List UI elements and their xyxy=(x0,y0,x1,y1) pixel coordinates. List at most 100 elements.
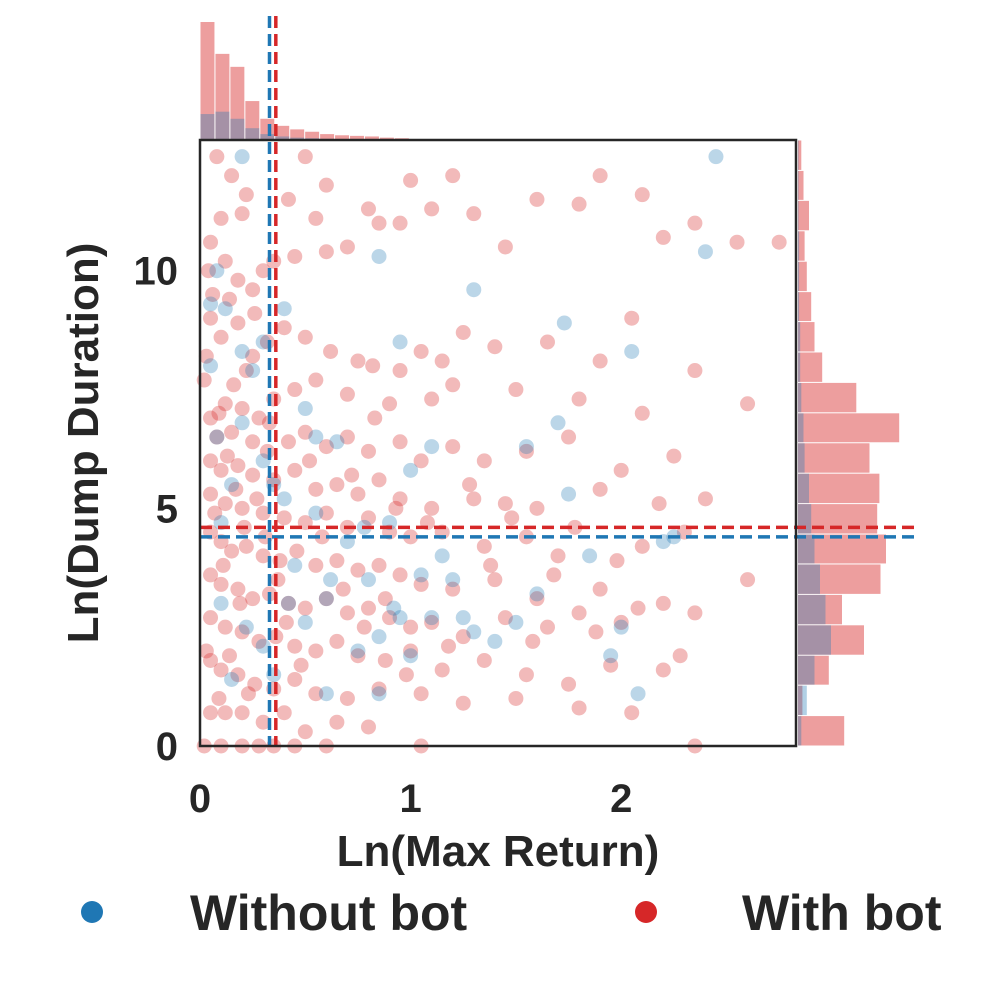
point-with-bot xyxy=(308,482,323,497)
marginal-y-bar-with-bot xyxy=(798,201,809,230)
point-with-bot xyxy=(249,491,264,506)
point-without-bot xyxy=(209,263,224,278)
point-with-bot xyxy=(235,206,250,221)
point-with-bot xyxy=(508,691,523,706)
point-with-bot xyxy=(279,615,294,630)
legend: Without bot With bot xyxy=(81,885,942,941)
point-with-bot xyxy=(546,567,561,582)
point-with-bot xyxy=(445,168,460,183)
marginal-x-bar-without-bot xyxy=(201,114,215,140)
point-with-bot xyxy=(572,605,587,620)
point-with-bot xyxy=(336,582,351,597)
point-with-bot xyxy=(519,667,534,682)
point-with-bot xyxy=(235,501,250,516)
marginal-y-bar-without-bot xyxy=(798,141,799,170)
point-without-bot xyxy=(708,149,723,164)
marginal-y-bar-with-bot xyxy=(798,171,804,200)
point-with-bot xyxy=(687,363,702,378)
point-with-bot xyxy=(302,453,317,468)
point-with-bot xyxy=(414,344,429,359)
point-with-bot xyxy=(456,325,471,340)
point-with-bot xyxy=(652,496,667,511)
point-with-bot xyxy=(230,273,245,288)
point-with-bot xyxy=(435,354,450,369)
point-without-bot xyxy=(393,335,408,350)
point-with-bot xyxy=(477,539,492,554)
point-with-bot xyxy=(635,406,650,421)
marginal-y-bar-without-bot xyxy=(798,686,807,715)
point-without-bot xyxy=(308,506,323,521)
point-with-bot xyxy=(216,558,231,573)
point-without-bot xyxy=(235,415,250,430)
point-with-bot xyxy=(456,696,471,711)
point-with-bot xyxy=(308,373,323,388)
point-with-bot xyxy=(214,330,229,345)
point-with-bot xyxy=(203,610,218,625)
point-with-bot xyxy=(435,662,450,677)
point-with-bot xyxy=(218,620,233,635)
point-without-bot xyxy=(561,487,576,502)
point-with-bot xyxy=(329,477,344,492)
point-with-bot xyxy=(508,382,523,397)
point-without-bot xyxy=(235,149,250,164)
point-with-bot xyxy=(635,187,650,202)
point-with-bot xyxy=(235,401,250,416)
point-without-bot xyxy=(224,477,239,492)
point-with-bot xyxy=(445,439,460,454)
point-with-bot xyxy=(298,601,313,616)
point-with-bot xyxy=(393,363,408,378)
point-with-bot xyxy=(487,339,502,354)
point-with-bot xyxy=(361,201,376,216)
marginal-x-bar-without-bot xyxy=(215,112,229,140)
point-with-bot xyxy=(298,149,313,164)
point-with-bot xyxy=(424,392,439,407)
marginal-y-bar-without-bot xyxy=(798,383,801,412)
point-with-bot xyxy=(308,558,323,573)
y-tick-label: 10 xyxy=(134,250,179,294)
point-with-bot xyxy=(462,477,477,492)
point-without-bot xyxy=(557,315,572,330)
point-with-bot xyxy=(477,453,492,468)
point-with-bot xyxy=(740,396,755,411)
point-with-bot xyxy=(656,662,671,677)
point-with-bot xyxy=(378,653,393,668)
marginal-y-bar-with-bot xyxy=(798,443,870,472)
point-with-bot xyxy=(382,396,397,411)
point-with-bot xyxy=(414,686,429,701)
point-with-bot xyxy=(245,282,260,297)
marginal-y-bar-with-bot xyxy=(798,322,815,351)
point-with-bot xyxy=(740,572,755,587)
marginal-x-bar-without-bot xyxy=(245,128,259,140)
point-with-bot xyxy=(487,572,502,587)
point-with-bot xyxy=(230,315,245,330)
point-without-bot xyxy=(386,601,401,616)
marginal-y-bar-with-bot xyxy=(798,716,844,745)
point-with-bot xyxy=(298,724,313,739)
point-with-bot xyxy=(772,235,787,250)
point-with-bot xyxy=(656,596,671,611)
point-with-bot xyxy=(730,235,745,250)
point-without-bot xyxy=(487,634,502,649)
point-with-bot xyxy=(287,639,302,654)
point-with-bot xyxy=(673,648,688,663)
marginal-y-bar-without-bot xyxy=(798,171,799,200)
marginal-y-histogram xyxy=(798,141,899,746)
marginal-x-bar-without-bot xyxy=(230,119,244,140)
point-with-bot xyxy=(211,691,226,706)
point-with-bot xyxy=(698,491,713,506)
point-with-bot xyxy=(224,168,239,183)
point-with-bot xyxy=(344,468,359,483)
point-with-bot xyxy=(588,624,603,639)
point-without-bot xyxy=(319,591,334,606)
point-without-bot xyxy=(508,615,523,630)
point-without-bot xyxy=(403,648,418,663)
point-without-bot xyxy=(403,463,418,478)
point-with-bot xyxy=(529,501,544,516)
point-with-bot xyxy=(631,601,646,616)
point-with-bot xyxy=(281,434,296,449)
point-without-bot xyxy=(372,686,387,701)
point-without-bot xyxy=(209,430,224,445)
x-tick-label: 2 xyxy=(610,777,632,821)
y-axis-label: Ln(Dump Duration) xyxy=(59,243,108,644)
point-with-bot xyxy=(308,211,323,226)
